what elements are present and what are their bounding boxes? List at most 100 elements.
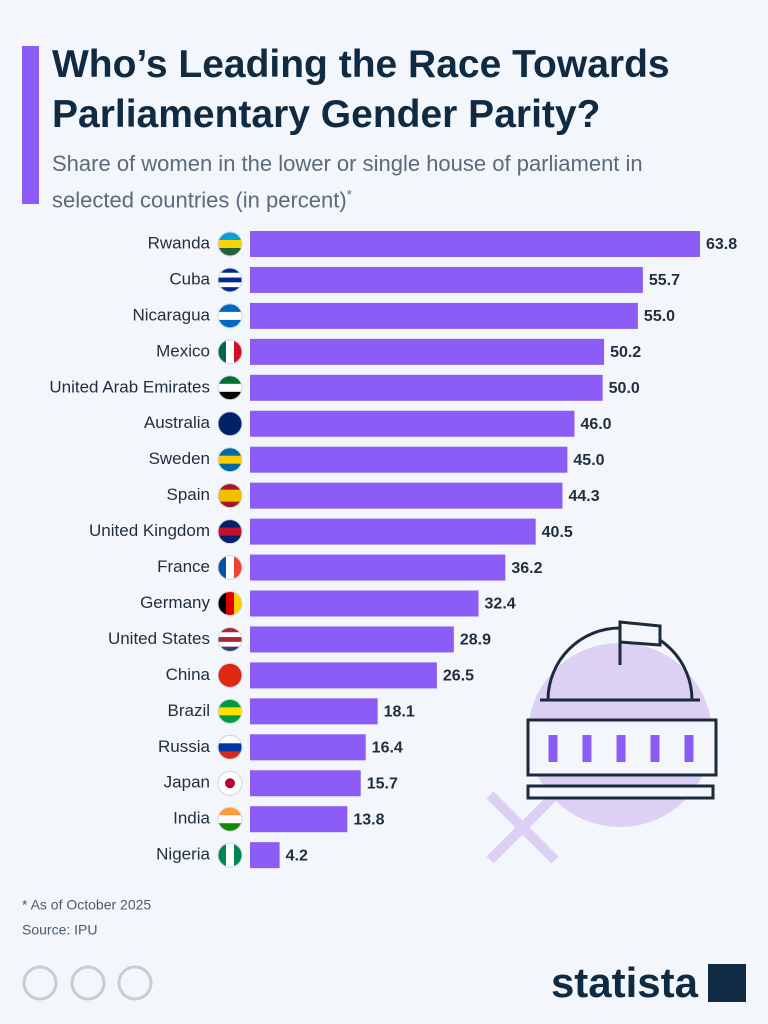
category-label: Sweden bbox=[149, 449, 210, 468]
flag-stripe bbox=[218, 807, 242, 816]
flag bbox=[218, 771, 242, 796]
flag-stripe bbox=[218, 267, 242, 274]
flag bbox=[218, 735, 242, 760]
value-label: 16.4 bbox=[372, 740, 403, 757]
flag-stripe bbox=[218, 277, 242, 283]
flag-ring bbox=[217, 231, 243, 257]
category-label: United States bbox=[108, 629, 210, 648]
flag-stripe bbox=[218, 501, 242, 508]
category-label: Cuba bbox=[169, 269, 210, 288]
flag-ring bbox=[217, 519, 243, 545]
flag-stripe bbox=[218, 391, 242, 400]
footnote: * As of October 2025 bbox=[22, 897, 151, 913]
flag-stripe bbox=[218, 535, 242, 544]
flag-ring bbox=[217, 303, 243, 329]
flag-stripe bbox=[226, 555, 235, 580]
flag-stripe bbox=[218, 646, 242, 652]
flag-stripe bbox=[234, 339, 242, 364]
value-label: 46.0 bbox=[580, 416, 611, 433]
license-icons bbox=[22, 965, 153, 1001]
category-label: France bbox=[157, 557, 210, 576]
flag-stripe bbox=[218, 527, 242, 537]
flag-stripe bbox=[218, 751, 242, 760]
flag bbox=[218, 663, 242, 688]
category-label: Russia bbox=[158, 737, 211, 756]
flag bbox=[218, 483, 242, 508]
flag-stripe bbox=[218, 707, 242, 716]
flag-ring bbox=[217, 483, 243, 509]
flag-stripe bbox=[218, 463, 242, 472]
flag bbox=[218, 375, 242, 400]
flag-stripe bbox=[218, 735, 242, 744]
accent-bar bbox=[22, 46, 39, 204]
logo-mark bbox=[708, 964, 746, 1002]
value-label: 44.3 bbox=[568, 488, 599, 505]
flag-stripe bbox=[218, 232, 242, 241]
flag-stripe bbox=[218, 675, 242, 688]
flag bbox=[218, 627, 242, 652]
flag-stripe bbox=[218, 637, 242, 643]
bar bbox=[250, 446, 568, 473]
value-label: 50.2 bbox=[610, 344, 641, 361]
flag-stripe bbox=[218, 287, 242, 292]
brand: statista bbox=[551, 959, 699, 1006]
bar bbox=[250, 626, 454, 653]
category-label: Japan bbox=[164, 773, 210, 792]
bar bbox=[250, 374, 603, 401]
flag-stripe bbox=[218, 823, 242, 832]
flag-stripe bbox=[218, 743, 242, 752]
chart-subtitle-block: Share of women in the lower or single ho… bbox=[52, 148, 714, 215]
value-label: 28.9 bbox=[460, 632, 491, 649]
value-label: 13.8 bbox=[353, 811, 384, 828]
category-label: Spain bbox=[167, 485, 210, 504]
flag-stripe bbox=[218, 663, 242, 676]
flag-ring bbox=[217, 339, 243, 365]
flag-stripe bbox=[234, 555, 242, 580]
flag-stripe bbox=[218, 627, 242, 633]
flag-stripe bbox=[218, 248, 242, 256]
value-label: 40.5 bbox=[542, 524, 573, 541]
flag-stripe bbox=[218, 495, 242, 503]
category-label: Australia bbox=[144, 413, 211, 432]
value-label: 4.2 bbox=[286, 847, 308, 864]
flag-stripe bbox=[218, 641, 242, 648]
flag bbox=[218, 807, 242, 832]
bar bbox=[250, 770, 361, 797]
flag-ring bbox=[217, 734, 243, 760]
symbol-cross bbox=[486, 791, 559, 864]
bar bbox=[250, 590, 479, 617]
bar bbox=[250, 231, 700, 257]
value-label: 55.0 bbox=[644, 308, 675, 325]
illustration bbox=[486, 620, 718, 864]
flag-stripe bbox=[218, 339, 227, 364]
flag bbox=[218, 555, 242, 580]
flag-stripe bbox=[218, 447, 242, 457]
flag-stripe bbox=[218, 815, 242, 824]
flag-ring bbox=[217, 626, 243, 652]
category-label: United Arab Emirates bbox=[49, 377, 210, 396]
flag bbox=[218, 232, 242, 256]
flag bbox=[218, 843, 242, 868]
category-label: United Kingdom bbox=[89, 521, 210, 540]
flag-stripe bbox=[218, 411, 242, 425]
flag bbox=[218, 699, 242, 724]
flag bbox=[218, 267, 242, 292]
flag-dot bbox=[225, 778, 235, 789]
bar bbox=[250, 410, 575, 437]
chart-title: Who’s Leading the Race Towards Parliamen… bbox=[52, 43, 670, 136]
flag-stripe bbox=[218, 843, 227, 868]
flag bbox=[218, 411, 242, 436]
flag-stripe bbox=[218, 715, 242, 724]
flag bbox=[218, 303, 242, 328]
category-label: China bbox=[166, 665, 211, 684]
category-label: Nigeria bbox=[156, 845, 210, 864]
value-label: 15.7 bbox=[367, 775, 398, 792]
bar bbox=[250, 698, 378, 725]
category-label: Mexico bbox=[156, 341, 210, 360]
flag-ring bbox=[217, 770, 243, 796]
step bbox=[526, 784, 715, 800]
category-label: Germany bbox=[140, 593, 210, 612]
flag-stripe bbox=[218, 591, 227, 616]
flag-stripe bbox=[218, 240, 242, 249]
